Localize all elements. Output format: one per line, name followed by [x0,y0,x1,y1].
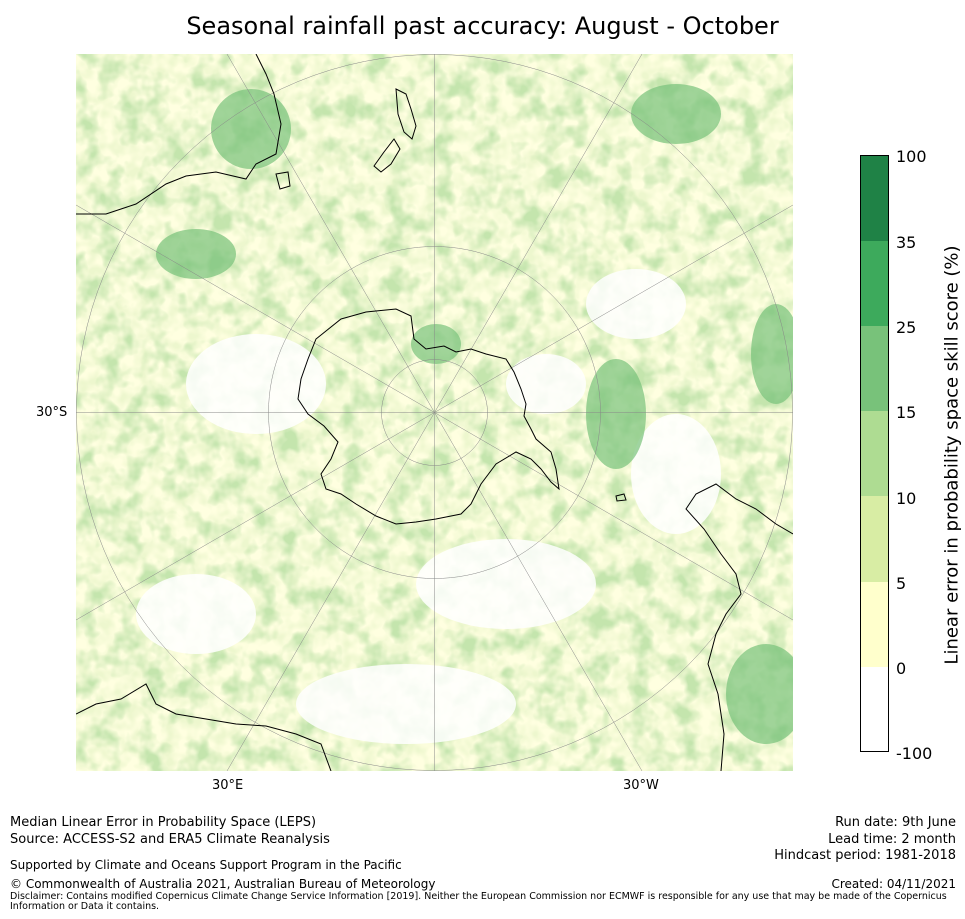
australia-coast [76,54,282,215]
tasmania [275,171,291,190]
new-zealand-south [373,138,401,173]
colorbar-band-10-15 [860,411,889,496]
low-skill-patches [136,269,721,744]
colorbar-tick: 10 [896,489,917,508]
footer-source: Source: ACCESS-S2 and ERA5 Climate Reana… [10,832,330,847]
colorbar-band-5-10 [860,496,889,582]
lon-label-30e: 30°E [212,778,244,793]
footer-support: Supported by Climate and Oceans Support … [10,858,402,872]
run-date: Run date: 9th June [835,815,956,830]
coastlines [76,54,793,771]
colorbar-band-0-5 [860,582,889,667]
colorbar-tick: 100 [896,147,927,166]
high-skill-patches [156,84,793,744]
colorbar-tick: 15 [896,403,917,422]
colorbar-band-15-25 [860,326,889,411]
colorbar-tick: 35 [896,233,917,252]
antarctica-coast [297,308,560,525]
polar-rainfall-skill-map [76,54,793,771]
falkland-islands [615,493,627,502]
lat-label-30s: 30°S [36,405,68,420]
colorbar [860,155,889,752]
colorbar-band-neg100-0 [860,667,889,752]
lead-time: Lead time: 2 month [828,832,956,847]
new-zealand-north [395,88,417,140]
colorbar-band-35-100 [860,155,889,241]
footer-disclaimer: Disclaimer: Contains modified Copernicus… [10,891,947,912]
graticule [76,54,793,771]
south-america-coast [685,483,793,771]
colorbar-tick: 0 [896,659,907,678]
colorbar-title: Linear error in probability space skill … [941,245,963,665]
africa-coast [76,683,332,771]
created-date: Created: 04/11/2021 [831,877,956,891]
hindcast-period: Hindcast period: 1981-2018 [774,848,956,863]
colorbar-tick: 25 [896,318,917,337]
footer-copyright: © Commonwealth of Australia 2021, Austra… [10,877,436,891]
colorbar-tick: -100 [896,744,933,763]
colorbar-band-25-35 [860,241,889,326]
lon-label-30w: 30°W [623,778,659,793]
colorbar-tick: 5 [896,574,907,593]
footer-method: Median Linear Error in Probability Space… [10,815,317,830]
map-title: Seasonal rainfall past accuracy: August … [186,12,779,40]
